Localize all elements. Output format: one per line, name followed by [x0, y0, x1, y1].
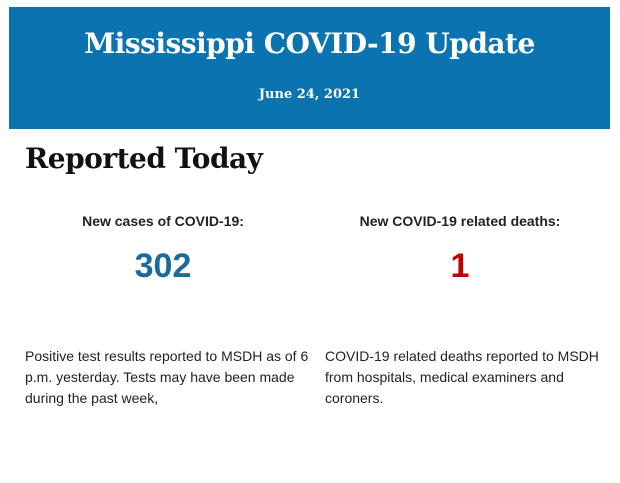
- new-deaths-value: 1: [450, 247, 470, 285]
- new-cases-value: 302: [134, 247, 192, 285]
- deaths-description: COVID-19 related deaths reported to MSDH…: [325, 348, 599, 406]
- new-cases-panel: New cases of COVID-19: 302: [18, 213, 308, 286]
- new-deaths-label: New COVID-19 related deaths:: [359, 213, 561, 229]
- new-cases-label: New cases of COVID-19:: [82, 213, 244, 229]
- page-title: Mississippi COVID-19 Update: [84, 27, 535, 60]
- section-title: Reported Today: [25, 142, 263, 175]
- cases-description: Positive test results reported to MSDH a…: [25, 348, 309, 406]
- report-date: June 24, 2021: [258, 87, 361, 102]
- new-deaths-panel: New COVID-19 related deaths: 1: [315, 213, 605, 286]
- header-banner: Mississippi COVID-19 Update June 24, 202…: [9, 7, 610, 129]
